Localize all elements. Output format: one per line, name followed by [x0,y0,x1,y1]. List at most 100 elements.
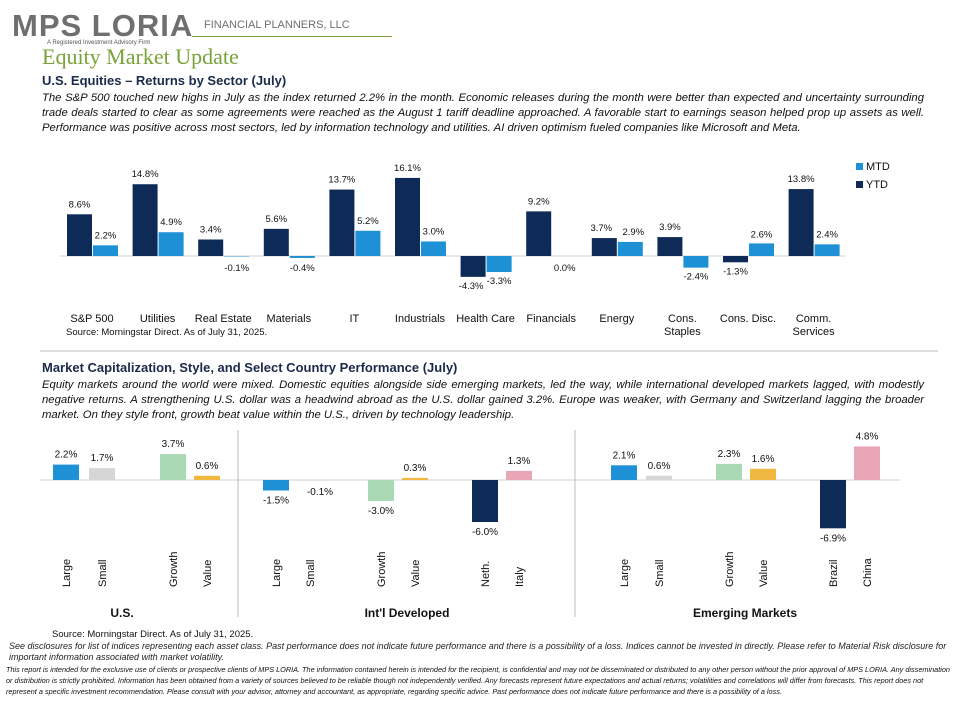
data-label: 3.7% [162,439,185,450]
bar-mtd [158,232,184,256]
group-title: Int'l Developed [365,606,450,620]
section1-title: U.S. Equities – Returns by Sector (July) [42,73,287,88]
legend-swatch-mtd [856,163,863,170]
data-label-mtd: 2.6% [751,229,773,240]
data-label-mtd: -3.3% [487,276,512,287]
disclosure-text: See disclosures for list of indices repr… [9,641,947,662]
category-label: Italy [514,566,526,587]
logo-subtitle: FINANCIAL PLANNERS, LLC [204,19,350,31]
bar-ytd [329,189,355,256]
data-label-mtd: 2.2% [95,230,117,241]
bar-italy [506,470,532,480]
category-label: Real Estate [195,313,252,325]
section2-title: Market Capitalization, Style, and Select… [42,360,458,375]
data-label-mtd: -0.1% [224,263,249,274]
data-label-mtd: 3.0% [423,226,445,237]
bar-large [611,465,637,480]
bar-value [402,477,428,480]
category-label: Industrials [395,313,446,325]
category-label: Small [654,559,666,587]
data-label-ytd: 14.8% [132,169,159,180]
legend-label-ytd: YTD [866,179,888,191]
bar-ytd [526,211,552,256]
category-label: Cons. Staples [664,313,701,338]
bar-mtd [421,241,446,256]
bar-mtd [814,244,840,256]
data-label: -1.5% [263,496,289,507]
data-label-mtd: -2.4% [683,272,708,283]
category-label: Energy [599,313,634,325]
category-label: IT [350,313,360,325]
category-label: Value [202,560,214,587]
legend-label-mtd: MTD [866,161,890,173]
bar-ytd [723,256,748,263]
data-label: -6.9% [820,533,846,544]
footer-disclaimer: This report is intended for the exclusiv… [6,665,950,696]
data-label-ytd: 3.7% [590,223,612,234]
data-label: 2.2% [55,450,78,461]
category-label: Growth [376,552,388,587]
page-title: Equity Market Update [42,44,239,69]
bar-mtd [355,230,381,256]
category-label: Brazil [828,559,840,587]
data-label: -0.1% [307,487,333,498]
bar-neth [472,480,498,522]
bar-mtd [289,256,315,258]
category-label: Small [305,559,317,587]
group-title: U.S. [110,606,133,620]
data-label: 0.3% [404,463,427,474]
category-label: Comm. Services [793,313,836,338]
data-label-ytd: -1.3% [723,266,748,277]
data-label-ytd: 5.6% [265,214,287,225]
chart2-source: Source: Morningstar Direct. As of July 3… [52,629,254,640]
category-label: Value [410,560,422,587]
bar-ytd [67,214,92,256]
bar-value [194,475,220,480]
data-label: 1.3% [508,456,531,467]
category-label: Health Care [456,313,515,325]
data-label-mtd: 2.4% [816,229,838,240]
data-label-ytd: 3.4% [200,225,222,236]
company-logo: MPS LORIA FINANCIAL PLANNERS, LLC A Regi… [12,8,392,48]
category-label: Materials [266,313,311,325]
bar-mtd [749,243,774,256]
bar-value [750,468,776,480]
data-label-ytd: 13.7% [328,175,355,186]
data-label-mtd: 4.9% [160,217,182,228]
data-label: 4.8% [856,431,879,442]
data-label: -3.0% [368,506,394,517]
data-label-mtd: 2.9% [622,227,644,238]
chart1-source: Source: Morningstar Direct. As of July 3… [66,327,268,338]
category-label: Financials [526,313,576,325]
category-label: Cons. Disc. [720,313,776,325]
data-label-ytd: 16.1% [394,163,421,174]
data-label-mtd: 5.2% [357,216,379,227]
data-label: 2.1% [613,450,636,461]
bar-ytd [395,177,420,256]
bar-ytd [263,228,289,256]
bar-large [263,480,289,491]
bar-ytd [132,184,158,256]
bar-small [89,468,115,480]
group-title: Emerging Markets [693,606,797,620]
category-label: Large [271,559,283,587]
data-label-ytd: -4.3% [459,281,484,292]
data-label-ytd: 8.6% [69,199,91,210]
category-label: Large [61,559,73,587]
data-label: 1.6% [752,454,775,465]
bar-mtd [93,245,118,256]
data-label-ytd: 13.8% [788,174,815,185]
data-label-ytd: 9.2% [528,196,550,207]
bar-growth [716,463,742,480]
logo-rule [192,36,392,37]
bar-small [646,475,672,480]
category-label: Utilities [140,313,176,325]
bar-growth [368,480,394,501]
data-label-mtd: 0.0% [554,263,576,274]
bar-mtd [683,256,709,268]
bar-ytd [198,239,224,256]
category-label: Growth [724,552,736,587]
legend-swatch-ytd [856,181,863,188]
category-label: S&P 500 [70,313,113,325]
